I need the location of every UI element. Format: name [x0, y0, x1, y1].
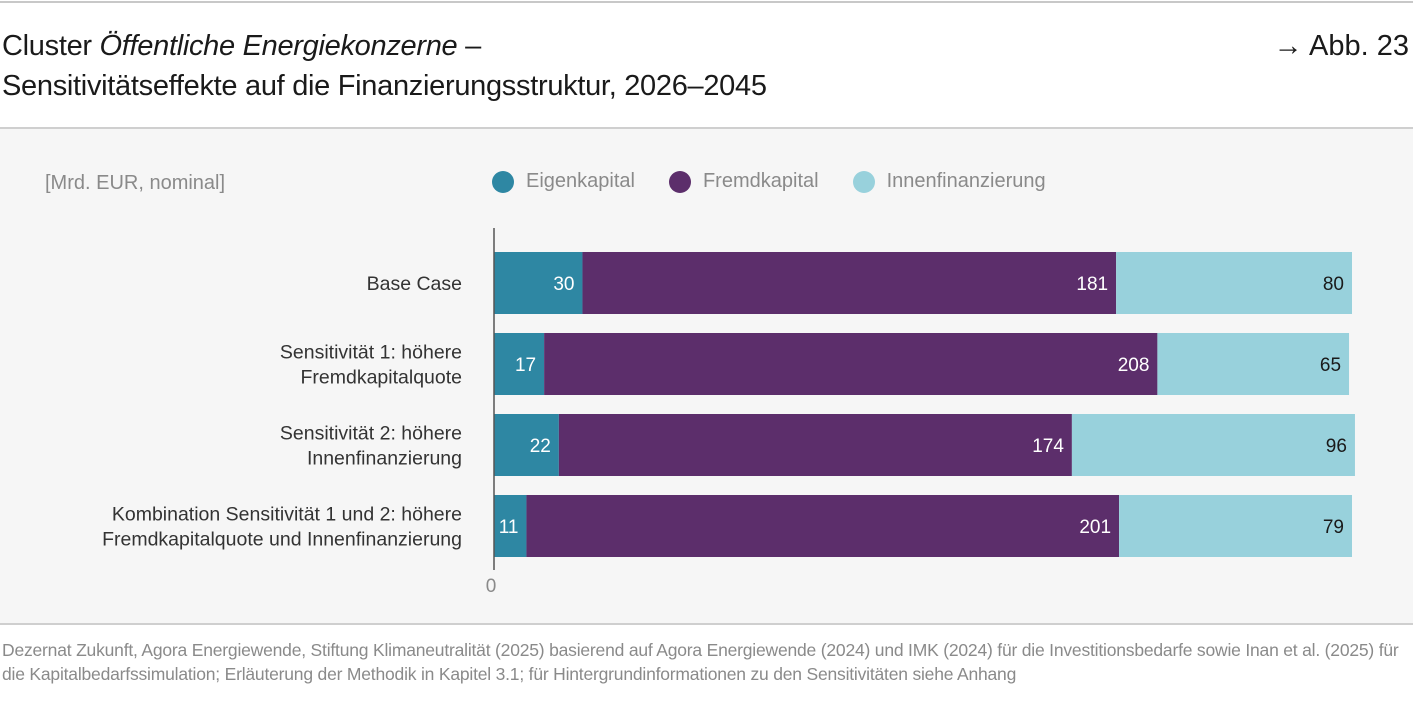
title-line2: Sensitivitätseffekte auf die Finanzierun…: [2, 70, 767, 102]
bar-segment: [494, 495, 527, 557]
data-label: 17: [515, 355, 536, 376]
bar-segment: [1071, 414, 1355, 476]
data-label: 208: [1118, 355, 1150, 376]
category-label: Sensitivität 2: höhere: [280, 423, 462, 445]
top-divider: [0, 1, 1413, 3]
category-label: Fremdkapitalquote und Innenfinanzierung: [102, 529, 462, 551]
bar-segment: [494, 333, 545, 395]
legend-swatch: [852, 170, 875, 193]
x-tick-label: 0: [486, 576, 497, 597]
bar-segment: [526, 495, 1120, 557]
title-prefix: Cluster: [2, 30, 100, 62]
category-label: Sensitivität 1: höhere: [280, 342, 462, 364]
data-label: 11: [499, 517, 519, 538]
legend-item-eigenkapital: Eigenkapital: [492, 170, 635, 193]
data-label: 201: [1079, 517, 1111, 538]
data-label: 96: [1326, 436, 1347, 457]
category-label: Innenfinanzierung: [307, 448, 462, 470]
legend-item-innenfinanzierung: Innenfinanzierung: [852, 170, 1046, 193]
category-label: Kombination Sensitivität 1 und 2: höhere: [112, 504, 462, 526]
legend-swatch: [492, 170, 514, 193]
data-label: 22: [530, 436, 551, 457]
bar-segment: [1157, 333, 1350, 395]
title-italic: Öffentliche Energiekonzerne: [99, 30, 458, 62]
data-label: 30: [553, 274, 574, 295]
bar-segment: [558, 414, 1072, 476]
unit-label: [Mrd. EUR, nominal]: [45, 172, 226, 194]
data-label: 65: [1320, 355, 1341, 376]
legend: Eigenkapital Fremdkapital Innenfinanzier…: [492, 170, 1046, 193]
bar-segment: [494, 414, 559, 476]
bar-segment: [1119, 495, 1352, 557]
bar-segment: [494, 252, 583, 314]
category-label: Fremdkapitalquote: [300, 367, 462, 389]
title-suffix: –: [457, 30, 481, 62]
figure-reference[interactable]: → Abb. 23: [1273, 30, 1409, 62]
source-note: Dezernat Zukunft, Agora Energiewende, St…: [2, 640, 1399, 684]
data-label: 181: [1076, 274, 1108, 295]
bar-segment: [1116, 252, 1352, 314]
data-label: 174: [1032, 436, 1064, 457]
chart-title: Cluster Öffentliche Energiekonzerne – Se…: [2, 26, 767, 106]
legend-label: Fremdkapital: [702, 170, 819, 192]
category-label: Base Case: [367, 273, 462, 295]
bar-segment: [544, 333, 1158, 395]
legend-label: Innenfinanzierung: [886, 170, 1046, 192]
legend-label: Eigenkapital: [526, 170, 635, 192]
legend-swatch: [668, 170, 691, 193]
bar-segment: [582, 252, 1117, 314]
data-label: 79: [1323, 517, 1344, 538]
data-label: 80: [1323, 274, 1344, 295]
legend-item-fremdkapital: Fremdkapital: [668, 170, 819, 193]
